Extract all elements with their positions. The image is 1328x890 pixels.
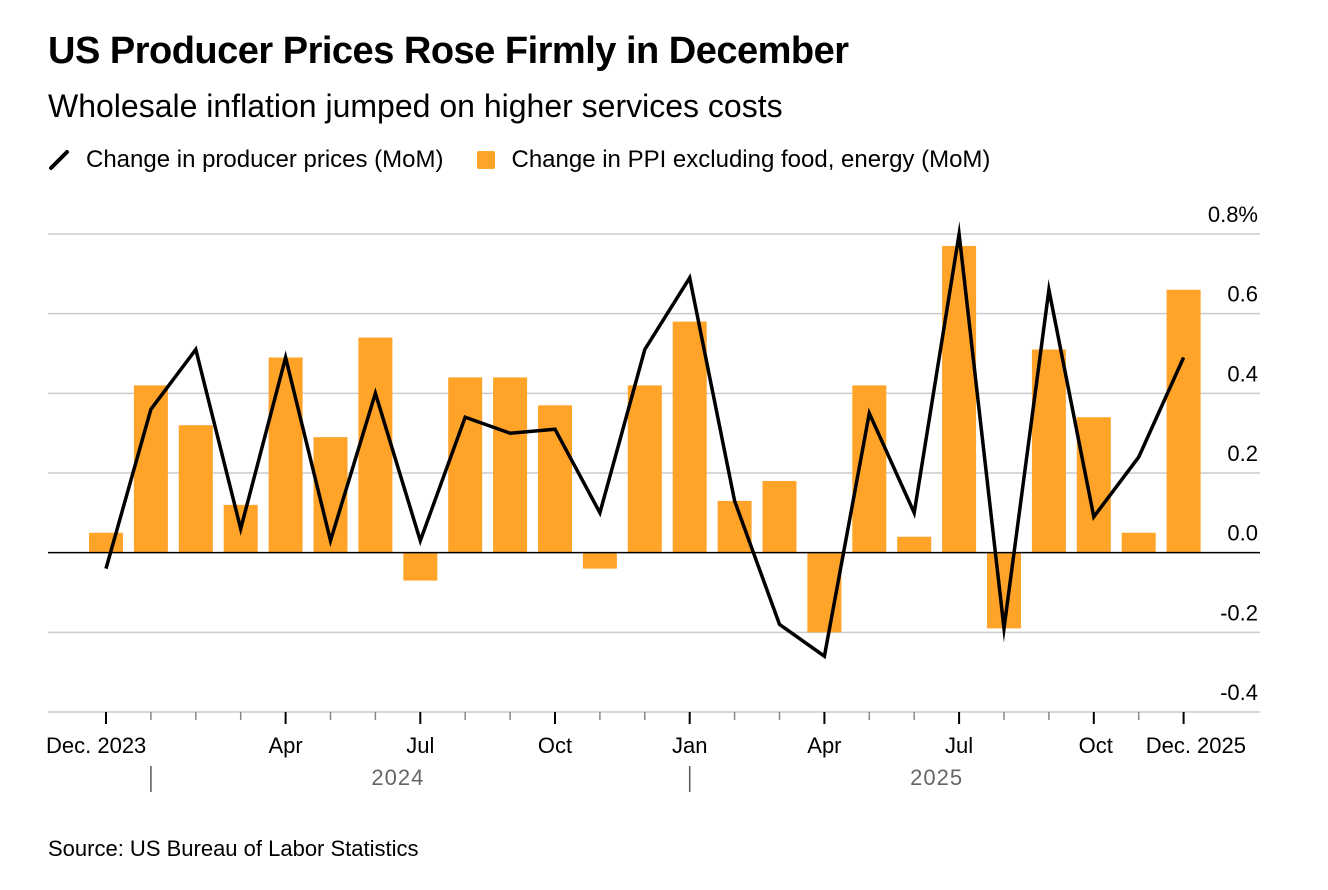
legend-item-line: Change in producer prices (MoM) bbox=[48, 146, 443, 174]
y-tick-label: -0.4 bbox=[1220, 680, 1258, 705]
x-year-label: 2025 bbox=[910, 765, 963, 790]
bar bbox=[178, 425, 213, 553]
y-tick-label: 0.2 bbox=[1227, 441, 1258, 466]
bar bbox=[493, 377, 528, 553]
legend-line-label: Change in producer prices (MoM) bbox=[86, 146, 444, 173]
bar bbox=[403, 552, 438, 581]
bar bbox=[268, 357, 303, 553]
x-tick-label: Jul bbox=[406, 733, 434, 758]
bar bbox=[627, 385, 662, 553]
chart-plot: Dec. 2023 Apr Jul Oct Jan Apr Jul Oct Dec. 2025 2… bbox=[46, 202, 1260, 792]
bar bbox=[1121, 532, 1156, 553]
y-tick-label: 0.6 bbox=[1227, 282, 1258, 307]
bar bbox=[538, 405, 572, 553]
bar bbox=[897, 536, 932, 553]
bar bbox=[358, 337, 393, 553]
bar bbox=[762, 480, 797, 553]
bar bbox=[1076, 417, 1111, 553]
y-tick-label: 0.8% bbox=[1208, 202, 1258, 227]
y-tick-label: -0.2 bbox=[1220, 600, 1258, 625]
bar bbox=[448, 377, 483, 553]
x-tick-label: Jan bbox=[672, 733, 707, 758]
y-tick-label: 0.0 bbox=[1227, 521, 1258, 546]
y-axis-labels: -0.4 -0.2 0.0 0.2 0.4 0.6 0.8% bbox=[1208, 202, 1258, 705]
x-tick-label: Apr bbox=[807, 733, 841, 758]
bar-series bbox=[89, 245, 1201, 633]
series-line bbox=[104, 221, 1186, 660]
x-tick-label: Oct bbox=[1079, 733, 1113, 758]
legend-item-bar: Change in PPI excluding food, energy (Mo… bbox=[477, 146, 990, 174]
source-note: Source: US Bureau of Labor Statistics bbox=[48, 836, 419, 861]
chart-subtitle: Wholesale inflation jumped on higher ser… bbox=[48, 88, 783, 124]
line-series bbox=[104, 221, 1186, 660]
x-tick-label: Jul bbox=[945, 733, 973, 758]
bar bbox=[942, 245, 977, 553]
x-tick-label: Dec. 2025 bbox=[1146, 733, 1246, 758]
x-year-label: 2024 bbox=[371, 765, 424, 790]
y-tick-label: 0.4 bbox=[1227, 361, 1258, 386]
chart-title: US Producer Prices Rose Firmly in Decemb… bbox=[48, 30, 849, 72]
bar bbox=[582, 552, 617, 569]
x-axis: Dec. 2023 Apr Jul Oct Jan Apr Jul Oct Dec. 2025 2… bbox=[46, 711, 1260, 792]
line-series-icon bbox=[49, 150, 69, 170]
legend: Change in producer prices (MoM) Change i… bbox=[48, 146, 1024, 174]
x-tick-label: Dec. 2023 bbox=[46, 733, 146, 758]
bar bbox=[672, 321, 707, 553]
bar bbox=[89, 532, 123, 553]
bar-series-swatch-icon bbox=[477, 151, 496, 169]
x-tick-label: Oct bbox=[538, 733, 572, 758]
bar bbox=[717, 500, 752, 553]
legend-bar-label: Change in PPI excluding food, energy (Mo… bbox=[511, 146, 991, 173]
x-tick-label: Apr bbox=[268, 733, 302, 758]
bar bbox=[1166, 289, 1201, 553]
